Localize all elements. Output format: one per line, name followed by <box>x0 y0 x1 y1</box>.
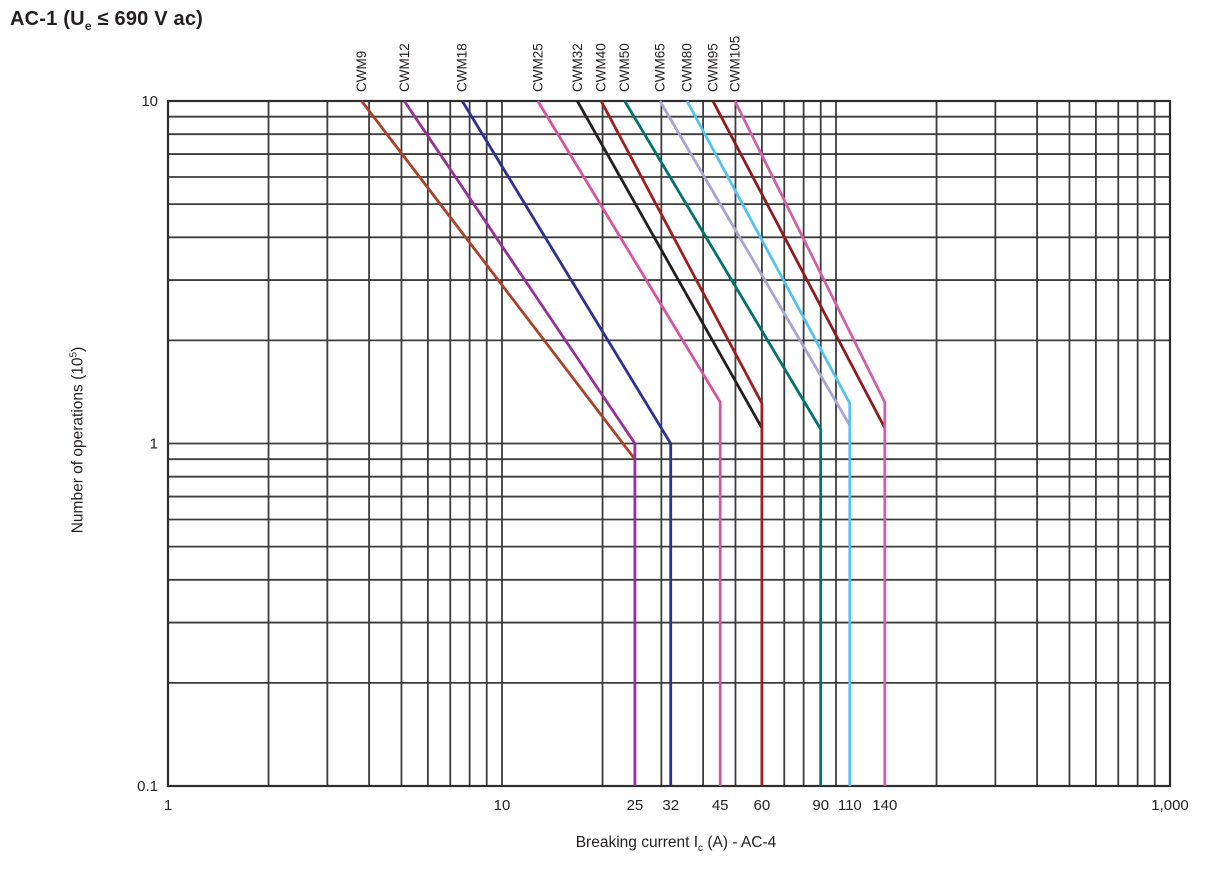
breaking-current-tick-label: 140 <box>872 797 897 814</box>
y-tick-label: 0.1 <box>137 778 158 795</box>
series-line-CWM18 <box>461 100 673 786</box>
breaking-current-tick-label: 110 <box>838 797 862 814</box>
series-curves <box>360 100 887 786</box>
series-label-CWM25: CWM25 <box>530 43 545 92</box>
breaking-current-tick-label: 90 <box>812 797 829 814</box>
series-label-CWM9: CWM9 <box>354 51 369 92</box>
y-tick-labels: 10 1 0.1 <box>137 93 158 795</box>
y-tick-label: 1 <box>150 436 158 453</box>
y-axis-title: Number of operations (105) <box>68 347 87 534</box>
series-label-CWM32: CWM32 <box>570 43 585 92</box>
x-axis-title-text: Breaking current I <box>575 834 699 851</box>
series-line-CWM65 <box>658 100 852 427</box>
chart-title-text: AC-1 (U <box>10 8 85 30</box>
breaking-current-tick-label: 60 <box>754 797 771 814</box>
breaking-current-tick-label: 45 <box>712 797 729 814</box>
breaking-current-tick-label: 25 <box>627 797 644 814</box>
series-line-CWM105 <box>733 100 887 786</box>
series-label-CWM18: CWM18 <box>455 43 470 92</box>
chart-title-subscript: e <box>84 19 92 33</box>
series-label-CWM12: CWM12 <box>397 43 412 92</box>
series-label-CWM105: CWM105 <box>727 36 742 92</box>
series-labels: CWM9 CWM12 CWM18 CWM25 CWM32 CWM40 CWM50 CWM65 C… <box>354 36 742 92</box>
series-label-CWM50: CWM50 <box>617 43 632 92</box>
breaking-current-tick-label: 32 <box>662 797 679 814</box>
series-label-CWM80: CWM80 <box>679 43 694 92</box>
series-line-CWM95 <box>711 100 887 429</box>
series-label-CWM40: CWM40 <box>594 43 609 92</box>
series-line-CWM40 <box>599 100 764 786</box>
series-label-CWM65: CWM65 <box>652 43 667 92</box>
y-axis-title-text: Number of operations (10 <box>69 357 87 534</box>
x-axis-title-subscript: c <box>698 843 704 855</box>
chart-title: AC-1 (Ue ≤ 690 V ac) <box>10 8 203 33</box>
series-line-CWM80 <box>685 100 852 786</box>
x-tick-label: 10 <box>494 797 511 814</box>
x-tick-label: 1,000 <box>1151 797 1189 814</box>
series-line-CWM25 <box>536 100 722 786</box>
x-axis-title: Breaking current Ic (A) - AC-4 <box>576 834 777 854</box>
plot-border <box>166 99 1172 788</box>
x-tick-label: 1 <box>164 797 172 814</box>
series-line-CWM32 <box>576 100 764 429</box>
x-axis-title-text-2: (A) - AC-4 <box>703 834 777 851</box>
y-axis-title-text-2: ) <box>69 346 87 352</box>
series-label-CWM95: CWM95 <box>705 43 720 92</box>
y-axis-title-superscript: 5 <box>68 351 80 358</box>
series-line-CWM9 <box>360 100 637 461</box>
chart-title-text-2: ≤ 690 V ac) <box>91 8 204 30</box>
y-tick-label: 10 <box>141 93 158 110</box>
series-line-CWM12 <box>403 100 637 786</box>
series-line-CWM50 <box>623 100 823 786</box>
grid-lines <box>167 100 1171 787</box>
